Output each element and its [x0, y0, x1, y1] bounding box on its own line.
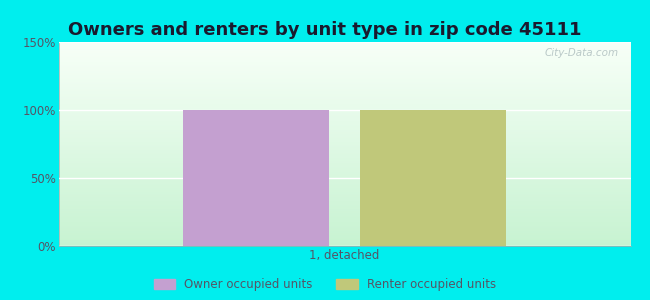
Text: City-Data.com: City-Data.com — [545, 48, 619, 58]
Bar — [360, 110, 506, 246]
Bar — [183, 110, 329, 246]
Legend: Owner occupied units, Renter occupied units: Owner occupied units, Renter occupied un… — [154, 278, 496, 291]
Text: Owners and renters by unit type in zip code 45111: Owners and renters by unit type in zip c… — [68, 21, 582, 39]
